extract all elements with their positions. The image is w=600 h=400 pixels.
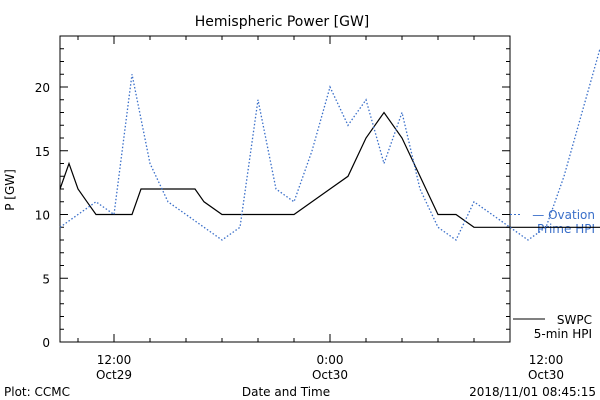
y-tick-label: 10	[35, 209, 50, 223]
y-tick-label: 0	[42, 336, 50, 350]
x-tick-label-time: 12:00	[529, 353, 564, 367]
series-group	[59, 48, 600, 241]
y-tick-label: 20	[35, 81, 50, 95]
x-tick-label-date: Oct29	[96, 368, 132, 382]
x-tick-label-time: 12:00	[97, 353, 132, 367]
y-tick-label: 15	[35, 145, 50, 159]
axis-ticks: 0510152012:00Oct290:00Oct3012:00Oct300:0…	[35, 35, 564, 382]
y-tick-label: 5	[42, 272, 50, 286]
y-axis-label: P [GW]	[3, 169, 17, 211]
timestamp: 2018/11/01 08:45:15	[469, 385, 596, 399]
x-tick-label-time: 0:00	[317, 353, 344, 367]
x-tick-label-date: Oct30	[312, 368, 348, 382]
plot-frame	[59, 35, 511, 343]
x-tick-label-date: Oct30	[528, 368, 564, 382]
legend-swpc-line1: SWPC	[557, 313, 592, 327]
x-axis-label: Date and Time	[242, 385, 330, 399]
series-line-ovation	[59, 48, 600, 241]
chart-title: Hemispheric Power [GW]	[195, 14, 370, 30]
legend-swpc-line2: 5-min HPI	[534, 327, 592, 341]
plot-credit: Plot: CCMC	[4, 385, 70, 399]
legend-ovation-line1: — Ovation	[532, 208, 595, 222]
series-line-swpc	[59, 111, 600, 228]
legend-ovation-line2: Prime HPI	[537, 222, 595, 236]
